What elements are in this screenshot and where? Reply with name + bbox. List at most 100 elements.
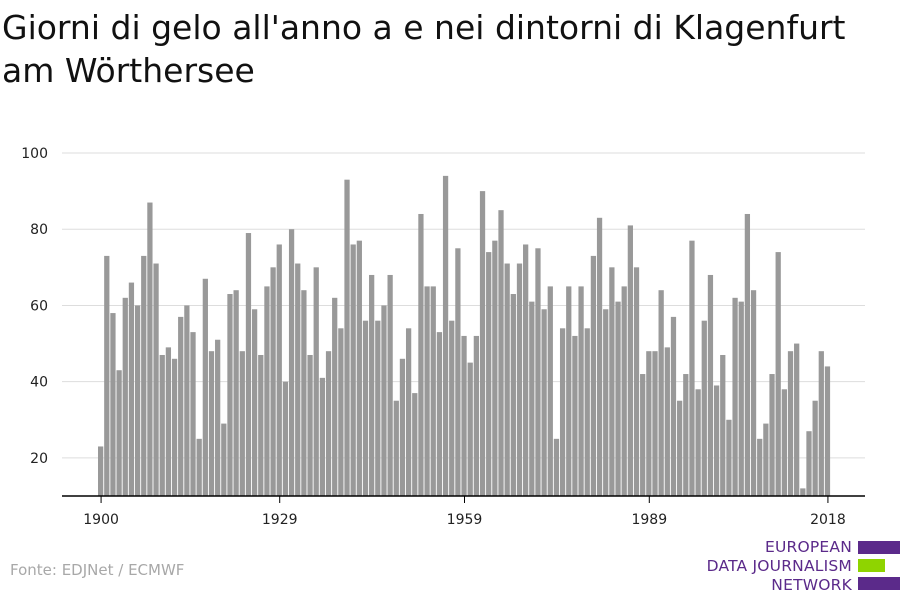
bar-1959 — [461, 335, 467, 496]
bar-1965 — [498, 210, 504, 497]
bar-2015 — [806, 431, 812, 496]
bar-1927 — [264, 286, 270, 496]
bar-1901 — [104, 255, 110, 496]
bar-2001 — [720, 354, 726, 496]
bar-1955 — [436, 332, 443, 496]
bar-1918 — [208, 351, 215, 496]
bar-2008 — [763, 423, 769, 496]
bar-1939 — [338, 328, 344, 496]
bar-1985 — [621, 286, 627, 496]
bar-2003 — [732, 297, 738, 496]
bar-1920 — [221, 423, 227, 496]
bar-1996 — [689, 240, 695, 496]
y-tick-label: 100 — [21, 146, 48, 162]
bar-1973 — [547, 286, 553, 496]
bars — [98, 175, 831, 497]
bar-2007 — [757, 438, 763, 496]
bar-2010 — [775, 252, 781, 496]
bar-1934 — [307, 354, 313, 496]
logo-line-2: DATA JOURNALISM — [706, 557, 852, 575]
bar-1904 — [122, 297, 128, 496]
bar-1969 — [523, 244, 529, 496]
bar-1979 — [584, 328, 590, 496]
bar-1908 — [147, 202, 153, 497]
bar-2009 — [769, 374, 775, 496]
bar-1988 — [640, 374, 646, 496]
bar-1923 — [239, 351, 245, 496]
bar-1970 — [529, 301, 535, 496]
bar-1993 — [670, 316, 677, 496]
bar-1902 — [110, 313, 116, 496]
bar-1999 — [707, 274, 714, 496]
y-tick-label: 60 — [30, 298, 48, 314]
bar-2002 — [726, 419, 732, 496]
bar-1907 — [141, 255, 147, 496]
bar-1924 — [245, 233, 252, 496]
bar-1992 — [664, 347, 670, 496]
bar-1984 — [615, 301, 621, 496]
bar-1915 — [190, 332, 196, 496]
bar-2016 — [812, 400, 818, 496]
x-tick-label: 1959 — [447, 512, 483, 528]
bar-1968 — [516, 263, 523, 496]
x-axis: 1900 1929 1959 1989 2018 — [62, 495, 865, 528]
bar-1951 — [412, 393, 418, 496]
bar-1903 — [116, 370, 122, 496]
bar-2000 — [713, 385, 720, 496]
bar-1913 — [178, 316, 184, 496]
bar-1919 — [215, 339, 221, 496]
logo-bar-purple-bottom — [858, 577, 900, 590]
y-tick-label: 20 — [30, 451, 48, 467]
logo-bar-purple-top — [858, 541, 900, 554]
bar-1946 — [381, 305, 387, 496]
bar-1906 — [134, 305, 141, 496]
y-axis-ticks: 20 40 60 80 100 — [21, 146, 48, 467]
bar-1938 — [332, 297, 338, 496]
y-tick-label: 40 — [30, 375, 48, 391]
x-tick-label: 1900 — [83, 512, 119, 528]
bar-1981 — [596, 217, 603, 497]
bar-1941 — [350, 244, 356, 496]
bar-1952 — [418, 213, 424, 497]
bar-1995 — [683, 374, 689, 496]
x-tick-label: 1989 — [631, 512, 667, 528]
x-tick-label: 1929 — [262, 512, 298, 528]
bar-1921 — [227, 294, 233, 496]
bar-1942 — [356, 240, 362, 496]
bar-1905 — [128, 282, 135, 496]
bar-1997 — [695, 389, 701, 496]
bar-1980 — [590, 255, 597, 496]
bar-1962 — [479, 191, 486, 497]
bar-1932 — [295, 263, 301, 496]
source-note: Fonte: EDJNet / ECMWF — [10, 561, 185, 579]
bar-1953 — [424, 286, 430, 496]
bar-2012 — [787, 351, 794, 496]
bar-1909 — [153, 263, 159, 496]
bar-2013 — [794, 343, 800, 496]
bar-1933 — [301, 290, 307, 496]
bar-1972 — [541, 309, 547, 496]
bar-1928 — [270, 267, 276, 496]
y-tick-label: 80 — [30, 222, 48, 238]
bar-1914 — [184, 305, 190, 496]
bar-1978 — [578, 286, 584, 496]
bar-2011 — [781, 389, 787, 496]
bar-1922 — [233, 290, 239, 496]
bar-1950 — [405, 328, 412, 496]
bar-1911 — [165, 347, 172, 496]
bar-1957 — [449, 320, 455, 496]
bar-1910 — [159, 354, 165, 496]
bar-2004 — [738, 301, 744, 496]
bar-1926 — [258, 354, 264, 496]
bar-1958 — [455, 248, 461, 496]
bar-1947 — [387, 274, 393, 496]
bar-1964 — [492, 240, 498, 496]
bar-1975 — [559, 328, 566, 496]
bar-1994 — [677, 400, 683, 496]
bar-1963 — [486, 252, 492, 496]
bar-1917 — [202, 278, 208, 496]
edjnet-logo: EUROPEAN DATA JOURNALISM NETWORK — [690, 538, 900, 594]
bar-1916 — [196, 438, 202, 496]
bar-2017 — [818, 351, 824, 496]
